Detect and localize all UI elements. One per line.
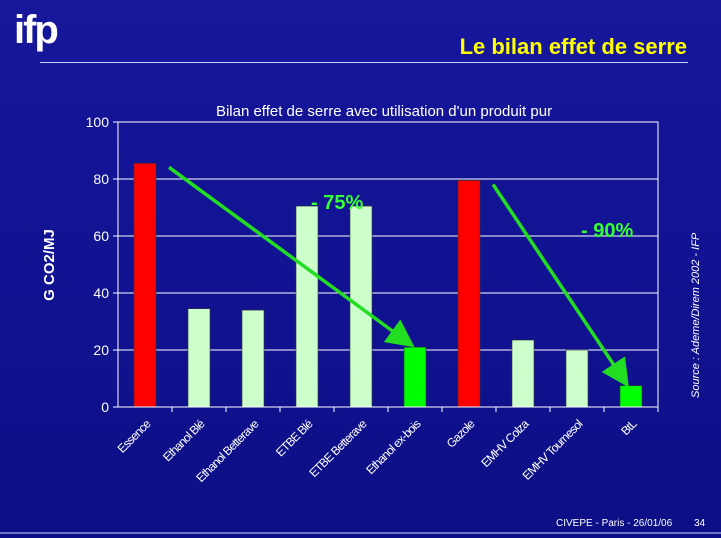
- bottom-divider: [0, 532, 721, 534]
- slide-title: Le bilan effet de serre: [459, 34, 687, 59]
- y-tick-label: 20: [93, 342, 109, 358]
- bar: [241, 309, 265, 408]
- bar: [511, 339, 535, 408]
- x-tick-label: Ethanol ex-bois: [363, 417, 423, 477]
- x-tick-label: ETBE Betterave: [306, 416, 370, 480]
- bar: [187, 308, 211, 408]
- y-tick-label: 0: [101, 399, 109, 415]
- page-number: 34: [694, 518, 706, 529]
- y-axis-label: G CO2/MJ: [41, 229, 58, 301]
- x-tick-label: Essence: [115, 416, 154, 455]
- chart-title: Bilan effet de serre avec utilisation d'…: [216, 103, 552, 120]
- reduction-arrow: [491, 183, 629, 388]
- y-tick-label: 80: [93, 171, 109, 187]
- y-tick-label: 100: [86, 114, 110, 130]
- x-tick-label: Gazole: [444, 416, 478, 450]
- bar: [295, 205, 319, 408]
- bar: [457, 180, 481, 408]
- bar: [133, 163, 157, 408]
- footer-text: CIVEPE - Paris - 26/01/06: [556, 518, 673, 529]
- bar: [565, 349, 589, 408]
- reduction-label: - 90%: [581, 220, 633, 242]
- bar: [403, 346, 427, 408]
- reduction-arrow: [167, 165, 415, 348]
- y-tick-label: 60: [93, 228, 109, 244]
- x-tick-label: BtL: [618, 416, 640, 438]
- y-tick-label: 40: [93, 285, 109, 301]
- bar: [619, 385, 643, 408]
- x-tick-label: Ethanol Blé: [160, 416, 208, 464]
- reduction-label: - 75%: [311, 192, 363, 214]
- x-tick-label: ETBE Blé: [273, 416, 316, 459]
- source-label: Source : Ademe/Direm 2002 - IFP: [690, 232, 702, 398]
- title-divider: [40, 62, 688, 63]
- x-tick-label: EMHV Colza: [478, 416, 532, 470]
- ifp-logo: ifp: [14, 8, 59, 52]
